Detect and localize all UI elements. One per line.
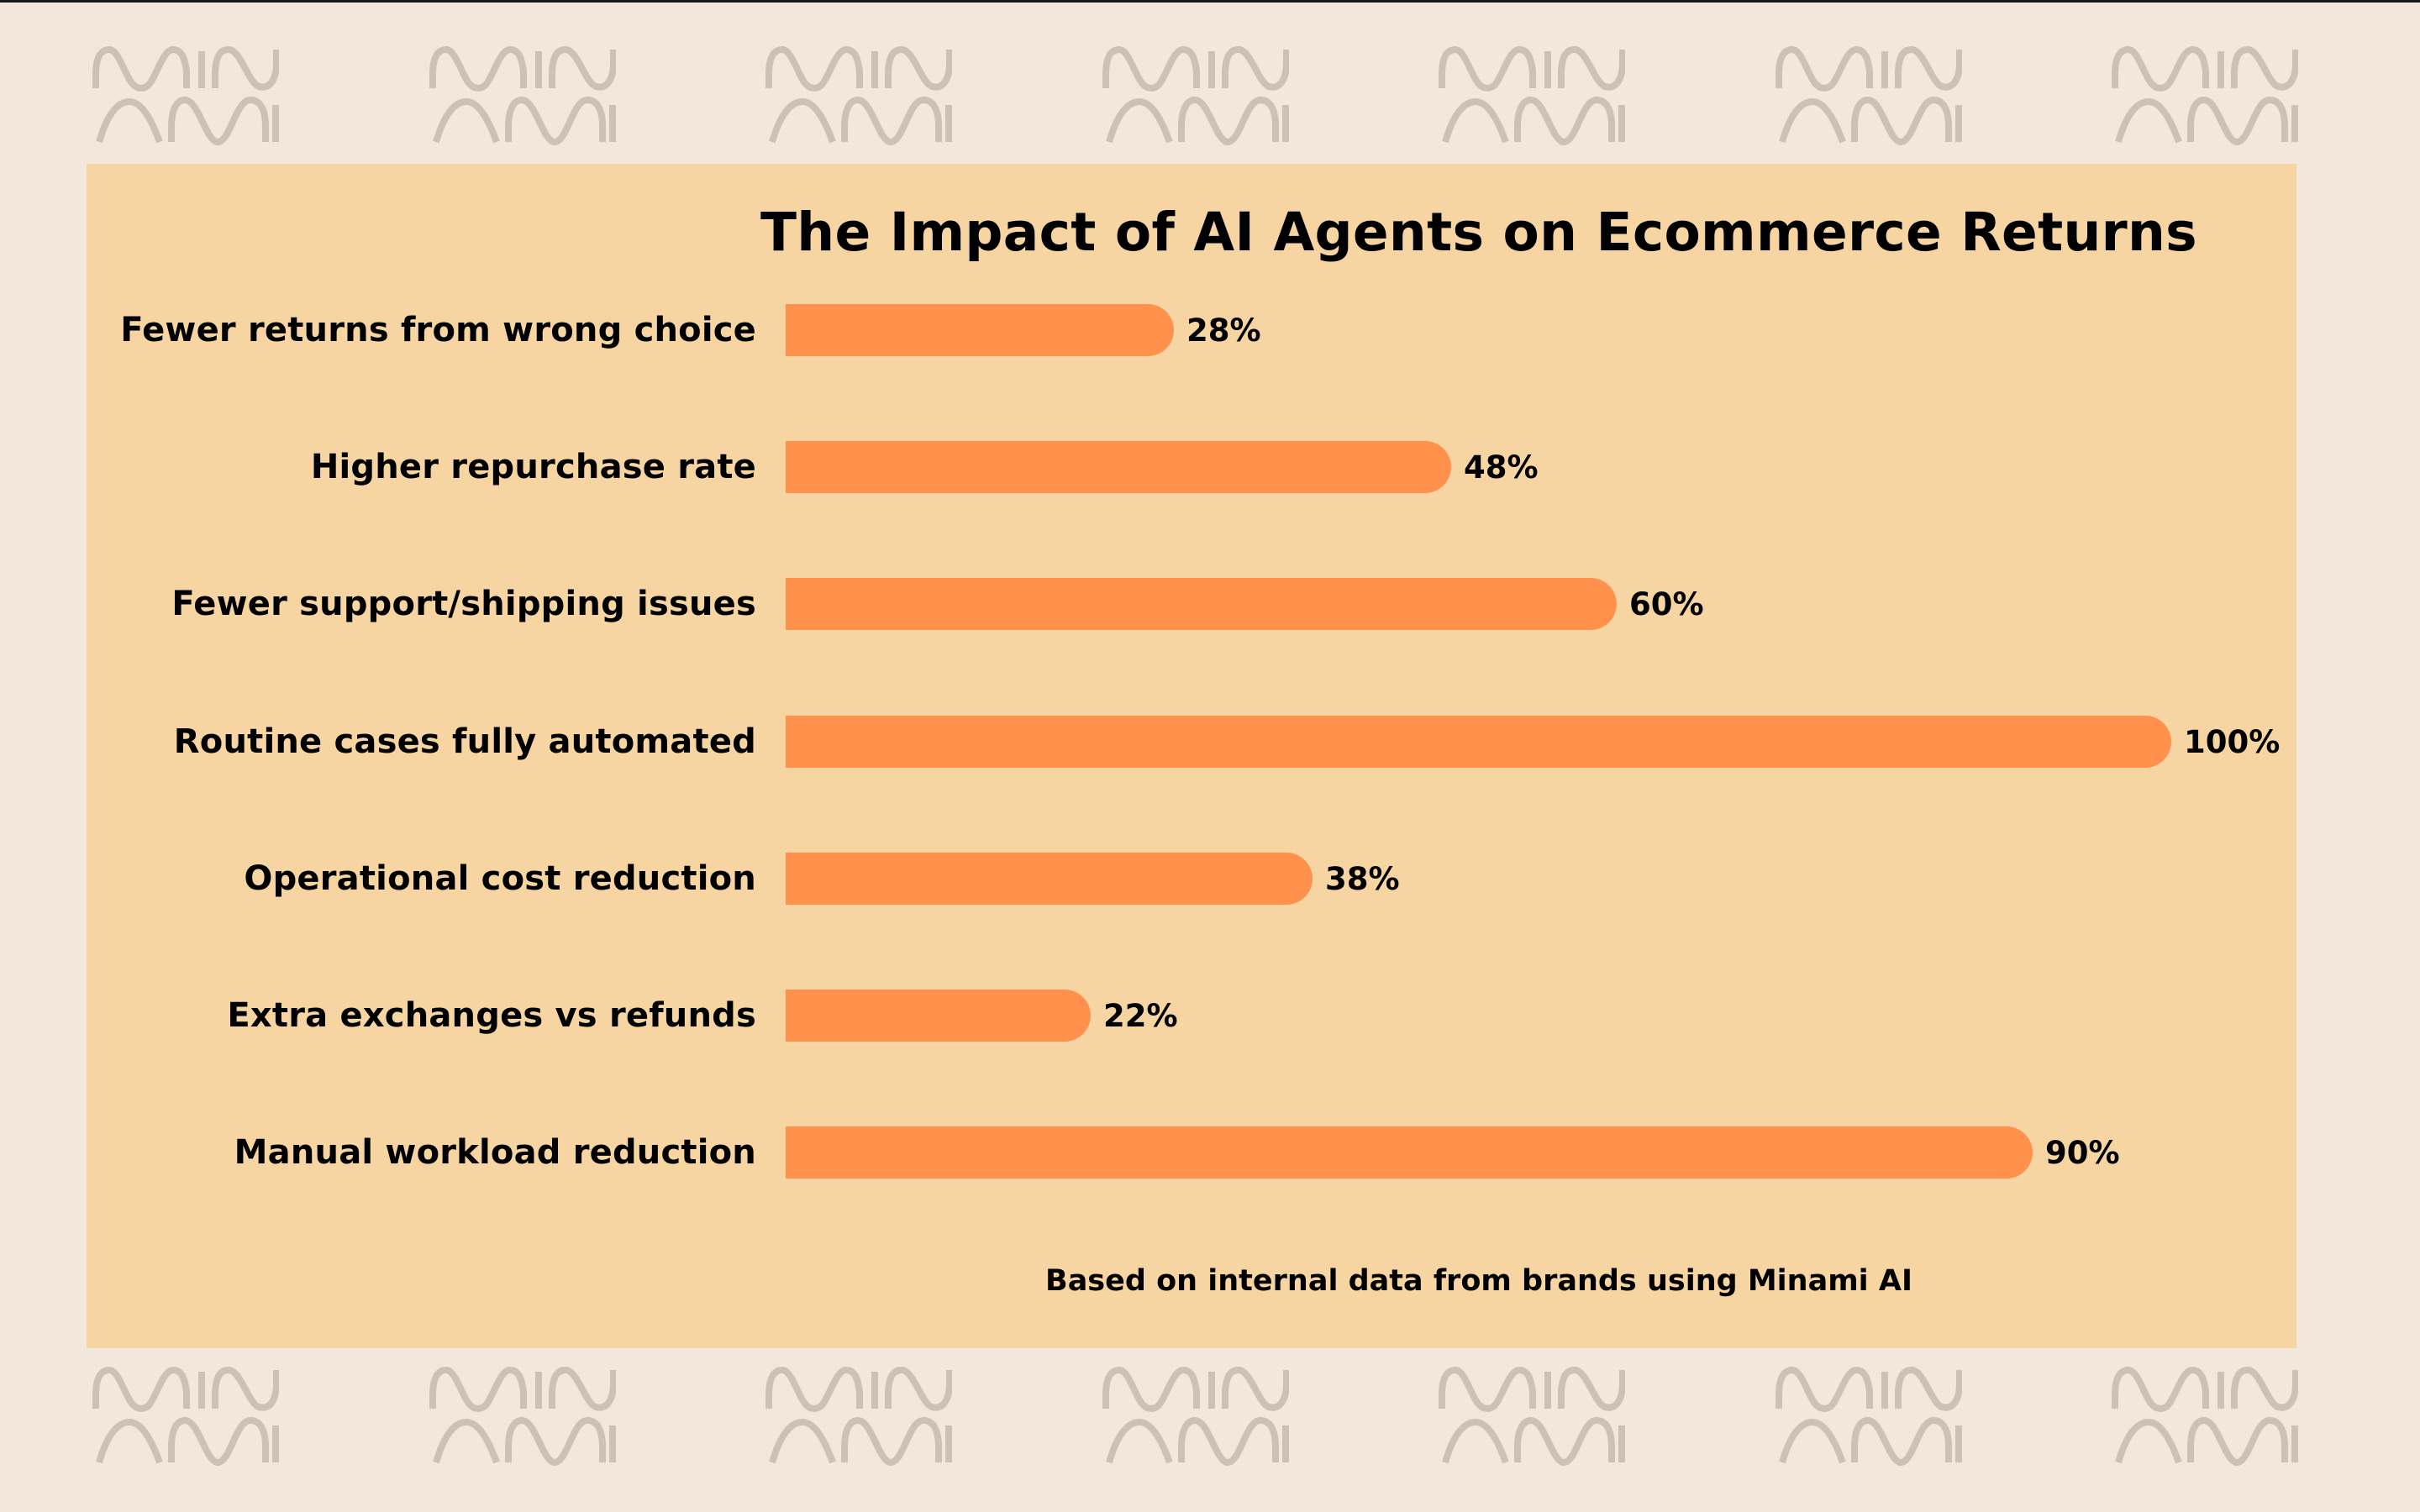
minami-logo-icon [1102,1367,1289,1466]
bar-row: Extra exchanges vs refunds 22% [0,990,2420,1042]
minami-logo-icon [765,46,952,145]
bar-value-label: 100% [2184,724,2281,760]
bar-category-label: Fewer returns from wrong choice [120,311,756,349]
minami-logo-icon [1775,46,1962,145]
bar-value-label: 38% [1325,861,1400,897]
minami-logo-icon [1775,1367,1962,1466]
minami-logo-icon [1439,46,1625,145]
bar [786,853,1313,905]
minami-logo-icon [1439,1367,1625,1466]
minami-logo-icon [2112,1367,2298,1466]
top-border [0,0,2420,3]
minami-logo-icon [2112,46,2298,145]
bar-row: Higher repurchase rate 48% [0,441,2420,493]
bar-category-label: Fewer support/shipping issues [171,585,756,623]
bar-value-label: 60% [1629,586,1704,622]
bar-row: Routine cases fully automated 100% [0,716,2420,768]
bar-row: Manual workload reduction 90% [0,1126,2420,1179]
bar [786,716,2171,768]
bar [786,304,1174,356]
minami-logo-icon [92,1367,279,1466]
bar-value-label: 90% [2045,1135,2120,1171]
bar-category-label: Operational cost reduction [244,859,756,898]
minami-logo-icon [1102,46,1289,145]
bar-row: Fewer support/shipping issues 60% [0,578,2420,630]
bar-value-label: 28% [1186,312,1261,349]
footnote: Based on internal data from brands using… [1045,1264,1912,1298]
bar [786,441,1451,493]
bar-category-label: Routine cases fully automated [173,722,756,761]
chart-title: The Impact of AI Agents on Ecommerce Ret… [760,202,2197,263]
bar-category-label: Extra exchanges vs refunds [227,996,756,1035]
minami-logo-icon [765,1367,952,1466]
bar-value-label: 48% [1464,449,1539,486]
bar-row: Fewer returns from wrong choice 28% [0,304,2420,356]
bar-value-label: 22% [1103,998,1178,1034]
chart-title-container: The Impact of AI Agents on Ecommerce Ret… [639,195,2319,270]
bar [786,578,1617,630]
bar-category-label: Manual workload reduction [234,1133,756,1172]
minami-logo-icon [429,46,616,145]
bar-category-label: Higher repurchase rate [310,448,756,486]
minami-logo-icon [429,1367,616,1466]
bar [786,990,1091,1042]
minami-logo-icon [92,46,279,145]
watermark-row-bottom [0,1367,2420,1467]
watermark-row-top [0,46,2420,147]
bar [786,1126,2033,1179]
bar-row: Operational cost reduction 38% [0,853,2420,905]
